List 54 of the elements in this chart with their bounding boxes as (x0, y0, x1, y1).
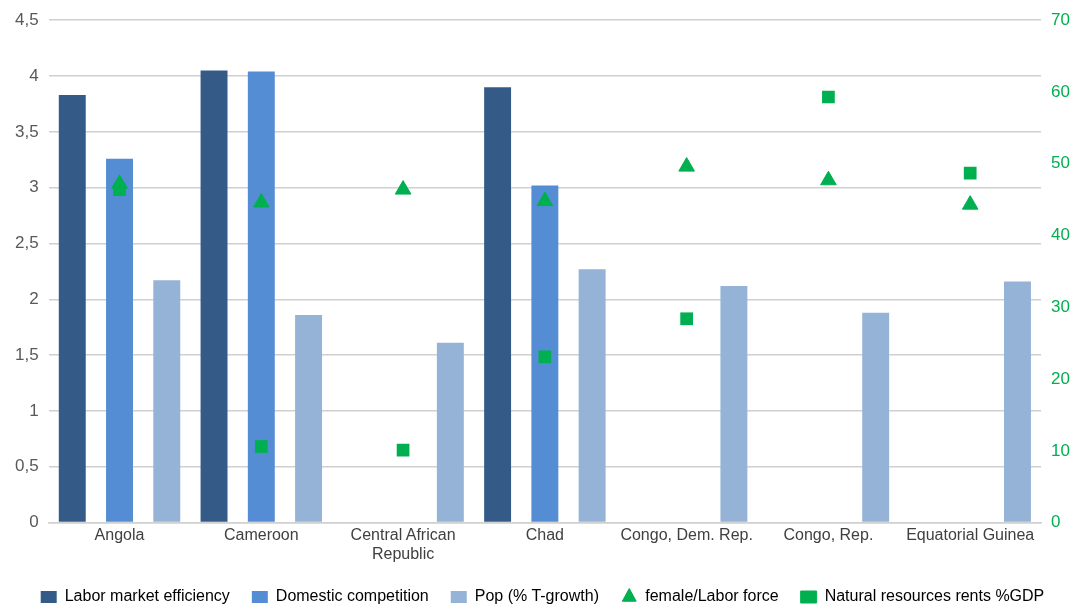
bar (247, 71, 275, 522)
y-tick-label: 0,5 (14, 456, 39, 476)
bar (484, 87, 512, 522)
bar (153, 280, 181, 522)
y-tick-label: 1 (29, 400, 39, 420)
bar (578, 269, 606, 522)
x-tick-label: Central African Republic (350, 525, 456, 562)
point (963, 166, 977, 180)
y-tick-label: 4,5 (14, 9, 39, 29)
legend-label: Pop (% T-growth) (474, 587, 599, 605)
x-tick-label: Chad (525, 525, 564, 543)
y2-tick-label: 40 (1051, 225, 1071, 245)
point (820, 170, 837, 186)
bar (106, 158, 133, 522)
y2-tick-label: 30 (1051, 296, 1071, 316)
bar (295, 314, 323, 522)
legend-label: Domestic competition (275, 587, 429, 605)
y-tick-label: 3,5 (14, 121, 39, 141)
bar (436, 342, 464, 522)
bar (58, 95, 86, 522)
y-tick-label: 0 (29, 512, 39, 532)
y-tick-label: 3 (29, 177, 39, 197)
legend-label: Natural resources rents %GDP (824, 587, 1045, 605)
x-tick-label: Congo, Rep. (783, 525, 874, 543)
y2-tick-label: 50 (1051, 153, 1071, 173)
point (111, 174, 128, 189)
y-tick-label: 1,5 (14, 344, 39, 364)
point (253, 193, 270, 208)
x-tick-label: Cameroon (223, 525, 299, 543)
y2-tick-label: 70 (1051, 9, 1071, 29)
bar (531, 185, 559, 522)
bar (720, 285, 748, 522)
y2-tick-label: 60 (1051, 81, 1071, 101)
point (254, 440, 268, 453)
x-tick-label: Equatorial Guinea (906, 525, 1035, 543)
x-tick-label: Congo, Dem. Rep. (620, 525, 753, 543)
bar (1003, 281, 1031, 522)
point (394, 180, 412, 195)
y2-tick-label: 10 (1051, 440, 1071, 460)
point (538, 350, 552, 364)
x-tick-label: Angola (94, 525, 145, 543)
legend-label: female/Labor force (645, 587, 779, 605)
point (961, 195, 979, 210)
y-tick-label: 2,5 (14, 233, 39, 253)
y-tick-label: 4 (29, 65, 39, 85)
point (678, 157, 695, 172)
point (680, 312, 694, 326)
y2-tick-label: 0 (1051, 512, 1061, 532)
bar (200, 70, 228, 522)
y2-tick-label: 20 (1051, 368, 1071, 388)
point (536, 191, 554, 207)
bar (862, 312, 890, 522)
y-tick-label: 2 (29, 289, 39, 308)
legend-label: Labor market efficiency (64, 587, 230, 605)
